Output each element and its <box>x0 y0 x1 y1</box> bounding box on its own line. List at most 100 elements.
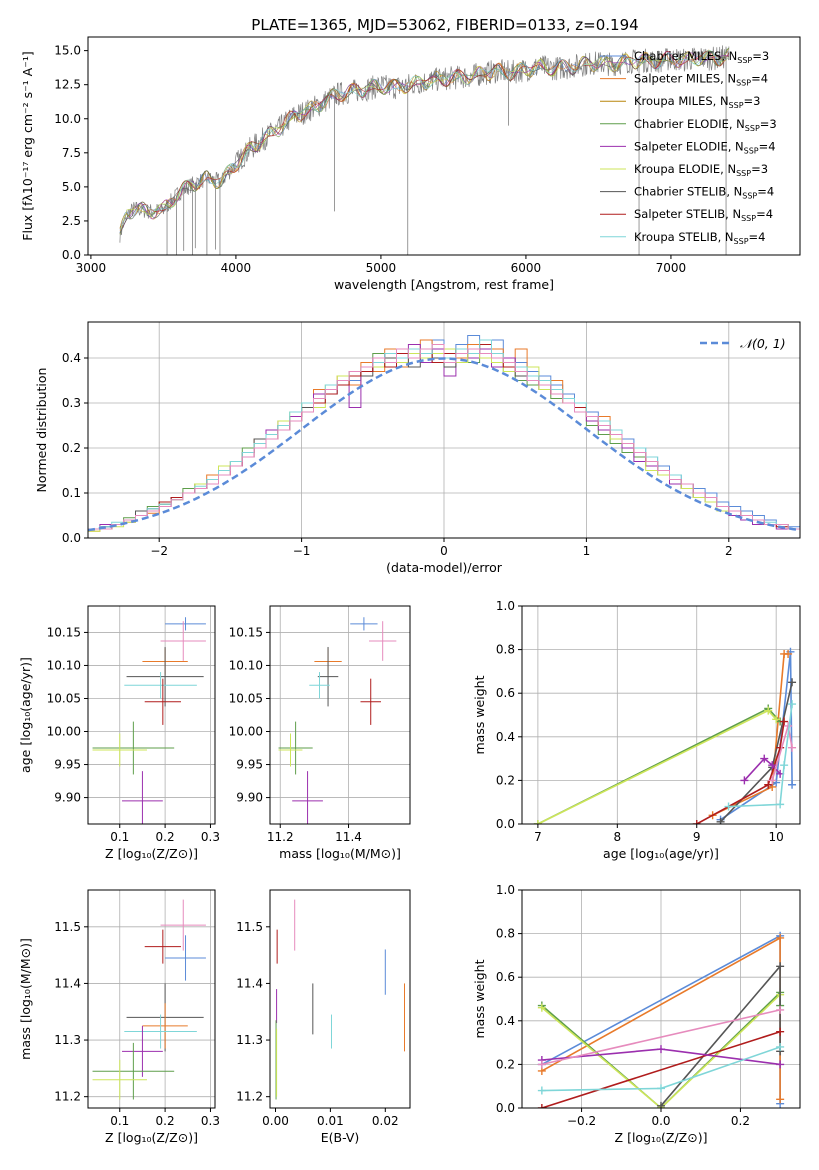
weight-point-marker <box>760 754 769 763</box>
y-tick-label: 10.15 <box>229 625 263 639</box>
y-tick-label: 0.2 <box>496 773 515 787</box>
legend-entry: Kroupa ELODIE, NSSP=3 <box>634 162 768 178</box>
model-spectrum-line <box>119 50 730 235</box>
x-tick-label: 0.1 <box>110 830 129 844</box>
weight-point-marker <box>764 706 773 715</box>
plot-area-age_vs_mass <box>270 606 410 824</box>
weight-point-marker <box>776 1042 785 1051</box>
y-tick-label: 0.0 <box>62 248 81 262</box>
legend-text: Chabrier STELIB, N <box>634 185 742 199</box>
plot-area-mass_vs_Z <box>88 890 215 1108</box>
x-axis-label: mass [log₁₀(M/M⊙)] <box>279 846 401 861</box>
weight-point-marker <box>788 780 797 789</box>
plot-area-residuals <box>88 322 800 538</box>
legend-entry: Salpeter STELIB, NSSP=4 <box>634 207 773 223</box>
x-tick-label: 0.01 <box>317 1114 344 1128</box>
y-tick-label: 10.00 <box>229 725 263 739</box>
weight-point-marker <box>788 743 797 752</box>
legend-tail: =4 <box>751 72 768 86</box>
y-tick-label: 11.2 <box>54 1090 81 1104</box>
x-tick-label: 3000 <box>76 261 107 275</box>
y-tick-label: 0.2 <box>496 1057 515 1071</box>
axes-frame <box>87 36 801 256</box>
y-tick-label: 1.0 <box>496 599 515 613</box>
y-tick-label: 10.00 <box>47 725 81 739</box>
y-tick-label: 10.05 <box>229 691 263 705</box>
weight-point-marker <box>780 761 789 770</box>
legend-sub: SSP <box>736 169 751 178</box>
legend-entry: Salpeter MILES, NSSP=4 <box>634 72 768 88</box>
weight-series-line <box>660 964 781 1107</box>
y-tick-label: 11.5 <box>54 920 81 934</box>
legend-tail: =4 <box>756 207 773 221</box>
x-tick-label: −0.2 <box>567 1114 596 1128</box>
y-tick-label: 11.3 <box>236 1033 263 1047</box>
weight-point-marker <box>692 820 701 824</box>
legend-sub: SSP <box>736 79 751 88</box>
y-tick-label: 10.10 <box>47 658 81 672</box>
x-tick-label: 7 <box>534 830 542 844</box>
y-axis-label: age [log₁₀(age/yr)] <box>18 657 33 773</box>
x-axis-label: (data-model)/error <box>386 560 503 575</box>
y-tick-label: 9.95 <box>54 758 81 772</box>
y-tick-label: 0.8 <box>496 927 515 941</box>
weight-point-marker <box>772 715 781 724</box>
x-tick-label: 0.2 <box>156 1114 175 1128</box>
legend-tail: =3 <box>760 117 777 131</box>
y-tick-label: 0.0 <box>496 1101 515 1115</box>
weight-point-marker <box>724 802 733 811</box>
normal-curve <box>88 357 800 532</box>
legend-text: Salpeter MILES, N <box>634 72 736 86</box>
y-axis-label: Flux [fλ10⁻¹⁷ erg cm⁻² s⁻¹ A⁻¹] <box>20 51 35 240</box>
model-spectrum-line <box>119 50 730 230</box>
legend-text: Salpeter STELIB, N <box>634 207 741 221</box>
weight-point-marker <box>776 1095 785 1104</box>
legend-entry: 𝒩(0, 1) <box>740 336 786 351</box>
y-tick-label: 11.5 <box>236 920 263 934</box>
x-tick-label: 0.00 <box>262 1114 289 1128</box>
panel-weight_vs_age: 7 8 9 10 0.0 0.2 0.4 0.6 0.8 1.0 age [log₁₀(age/yr… <box>472 599 801 861</box>
legend-text: Kroupa STELIB, N <box>634 230 734 244</box>
y-tick-label: 11.4 <box>236 976 263 990</box>
y-tick-label: 1.0 <box>496 883 515 897</box>
legend-entry: Chabrier MILES, NSSP=3 <box>634 49 769 65</box>
weight-point-marker <box>768 776 777 785</box>
legend-tail: =4 <box>759 139 776 153</box>
weight-series-line <box>541 994 781 1108</box>
plot-area-age_vs_Z <box>88 606 215 824</box>
y-axis-label: mass weight <box>472 959 487 1038</box>
weight-point-marker <box>537 1086 546 1095</box>
axes-frame <box>87 605 216 825</box>
y-tick-label: 10.15 <box>47 625 81 639</box>
legend-entry: Chabrier STELIB, NSSP=4 <box>634 185 774 201</box>
x-tick-label: 11.4 <box>335 830 362 844</box>
y-tick-label: 0.2 <box>62 441 81 455</box>
y-tick-label: 0.6 <box>496 686 515 700</box>
y-tick-label: 11.3 <box>54 1033 81 1047</box>
weight-point-marker <box>657 1045 665 1054</box>
x-tick-label: 0 <box>440 544 448 558</box>
legend-tail: =4 <box>749 230 766 244</box>
y-tick-label: 10.10 <box>229 658 263 672</box>
panel-age_vs_Z: 0.1 0.2 0.3 9.90 9.95 10.00 10.05 10.10 10.15 Z [… <box>18 605 220 861</box>
weight-point-marker <box>776 1027 785 1036</box>
x-axis-label: Z [log₁₀(Z/Z⊙)] <box>615 1130 708 1145</box>
x-tick-label: 8 <box>613 830 621 844</box>
axes-frame <box>269 605 411 825</box>
x-tick-label: 10 <box>769 830 784 844</box>
plot-area-weight_vs_age <box>522 606 800 824</box>
legend-text: Kroupa MILES, N <box>634 94 729 108</box>
weight-point-marker <box>788 700 797 709</box>
model-spectrum-line <box>119 48 730 229</box>
y-tick-label: 0.4 <box>496 730 515 744</box>
weight-point-marker <box>780 717 789 726</box>
weight-point-marker <box>740 776 749 785</box>
x-tick-label: 1 <box>583 544 591 558</box>
weight-series-line <box>541 1009 781 1066</box>
weight-point-marker <box>537 1104 546 1108</box>
y-tick-label: 0.8 <box>496 643 515 657</box>
legend-entry: Kroupa STELIB, NSSP=4 <box>634 230 765 246</box>
x-tick-label: −2 <box>150 544 168 558</box>
y-tick-label: 0.6 <box>496 970 515 984</box>
